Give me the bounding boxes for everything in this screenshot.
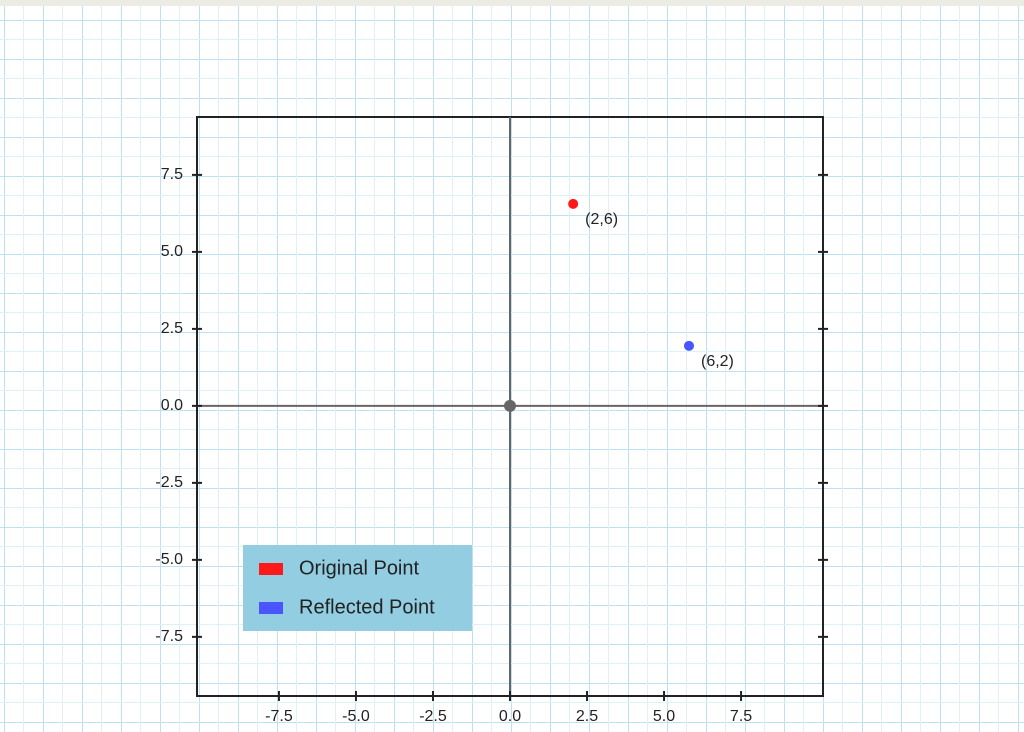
legend-label: Reflected Point (299, 596, 435, 618)
y-tick-label: 7.5 (161, 166, 183, 183)
point-label: (6,2) (701, 353, 734, 370)
point (568, 198, 579, 209)
legend-swatch (259, 602, 283, 614)
point (683, 340, 694, 351)
x-tick-label: 2.5 (576, 708, 598, 725)
x-tick-label: 0.0 (499, 708, 521, 725)
y-tick-label: -7.5 (155, 628, 183, 645)
point-label: (2,6) (585, 211, 618, 228)
y-tick-label: 2.5 (161, 320, 183, 337)
x-tick-label: 5.0 (653, 708, 675, 725)
top-border (0, 0, 1024, 6)
y-tick-label: -5.0 (155, 551, 183, 568)
origin (504, 399, 516, 412)
x-tick-label: -7.5 (265, 708, 293, 725)
legend (243, 545, 472, 631)
legend-swatch (259, 563, 283, 575)
y-tick-label: -2.5 (155, 474, 183, 491)
x-tick-label: 7.5 (730, 708, 752, 725)
x-tick-label: -5.0 (342, 708, 370, 725)
x-tick-label: -2.5 (419, 708, 447, 725)
legend-label: Original Point (299, 557, 420, 579)
y-tick-label: 5.0 (161, 243, 183, 260)
y-tick-label: 0.0 (161, 397, 183, 414)
